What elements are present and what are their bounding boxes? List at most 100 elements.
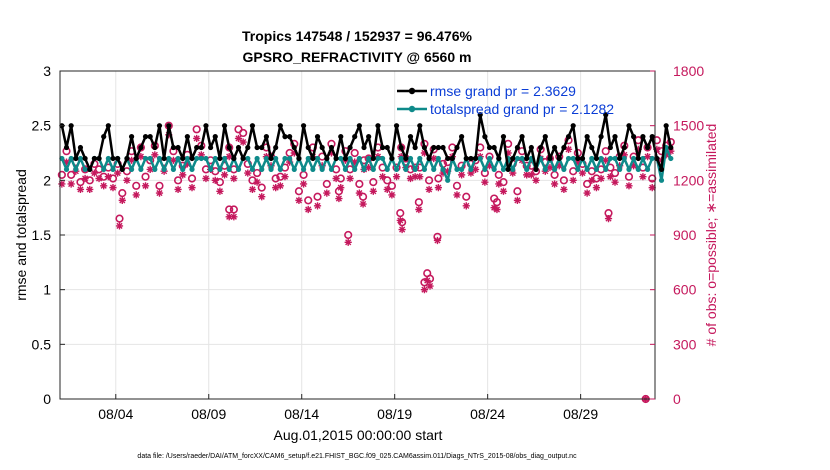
rmse-marker [180,155,186,162]
obs-assimilated-marker [523,171,531,179]
obs-possible-marker [624,172,634,181]
obs-assimilated-marker [299,180,308,188]
rmse-marker [203,123,209,129]
rmse-marker [356,123,362,129]
totalspread-marker [607,155,613,162]
obs-assimilated-marker [574,158,582,166]
totalspread-marker [519,155,525,162]
y-axis-left-label: rmse and totalspread [13,169,29,301]
obs-assimilated-marker [555,162,563,170]
totalspread-marker [356,155,362,162]
totalspread-marker [282,155,288,162]
obs-possible-marker [492,198,502,207]
y-left-tick-label: 1.5 [32,227,52,243]
y-right-tick-label: 0 [673,391,681,407]
y-left-tick-label: 1 [43,282,51,298]
obs-assimilated-marker [355,189,363,197]
rmse-marker [538,144,544,151]
rmse-marker [124,155,130,162]
totalspread-marker [226,166,232,172]
rmse-marker [463,155,469,162]
rmse-marker [133,155,139,162]
obs-assimilated-marker [118,196,126,204]
obs-assimilated-marker [653,145,661,153]
obs-possible-marker [313,192,322,201]
totalspread-marker [468,166,474,172]
y-left-tick-label: 2.5 [32,118,52,134]
totalspread-marker [635,166,641,172]
totalspread-marker [598,155,604,162]
obs-possible-marker [322,179,331,189]
obs-possible-marker [229,205,238,214]
rmse-marker [431,144,437,151]
totalspread-marker [445,177,451,183]
rmse-marker [101,134,107,140]
obs-assimilated-marker [225,153,233,161]
obs-assimilated-marker [258,193,266,201]
obs-assimilated-marker [90,169,98,177]
obs-assimilated-marker [667,147,675,155]
obs-assimilated-marker [174,185,182,194]
totalspread-marker [156,155,163,162]
obs-assimilated-marker [532,176,540,184]
obs-assimilated-marker [481,178,489,186]
rmse-marker [607,144,613,151]
rmse-marker [621,144,627,151]
obs-assimilated-marker [433,236,442,245]
totalspread-marker [142,155,149,162]
obs-assimilated-marker [499,187,508,195]
rmse-marker [282,134,288,140]
obs-assimilated-marker [313,202,322,210]
obs-possible-marker [304,196,313,205]
obs-assimilated-marker [327,149,336,157]
rmse-marker [561,144,567,151]
x-tick-label: 08/24 [470,406,505,422]
axis-ticks: 0 0.5 1 1.5 2 2.5 3 0 300 600 900 1200 1500 1800 08/04… [32,63,705,422]
rmse-marker [138,144,144,151]
obs-assimilated-marker [604,215,613,223]
rmse-marker [240,155,246,162]
obs-assimilated-marker [560,185,568,194]
rmse-marker [328,144,335,151]
obs-assimilated-marker [351,158,359,166]
totalspread-marker [561,166,567,172]
totalspread-marker [170,166,177,172]
totalspread-marker [640,155,646,162]
obs-assimilated-marker [625,182,633,190]
totalspread-marker [314,155,321,162]
rmse-marker [505,166,511,172]
obs-possible-marker [136,143,145,152]
obs-assimilated-marker [248,185,257,194]
rmse-marker [412,144,418,151]
totalspread-marker [291,166,297,172]
obs-possible-marker [350,148,359,158]
rmse-marker [361,144,367,151]
y-right-tick-label: 300 [673,336,697,352]
obs-assimilated-marker [634,145,642,153]
obs-assimilated-marker [602,156,610,164]
rmse-marker [533,166,539,172]
obs-possible-marker [271,174,280,183]
totalspread-marker [203,155,209,162]
rmse-marker [287,134,293,140]
rmse-marker [91,155,97,162]
legend-spread-label: totalspread grand pr = 2.1282 [430,101,614,117]
rmse-marker [593,155,600,162]
obs-assimilated-marker [115,222,124,230]
rmse-marker [189,155,195,162]
totalspread-marker [621,155,627,162]
obs-possible-marker [192,125,201,134]
rmse-marker [96,155,102,162]
y-left-tick-label: 0 [43,391,51,407]
x-tick-label: 08/14 [284,406,319,422]
totalspread-marker [221,155,228,162]
obs-assimilated-marker [202,174,210,183]
rmse-marker [73,155,79,162]
totalspread-marker [626,166,632,172]
x-axis-label: Aug.01,2015 00:00:00 start [274,427,443,443]
rmse-marker [477,112,483,118]
rmse-marker [598,134,604,140]
y-right-tick-label: 900 [673,227,697,243]
obs-assimilated-marker [643,153,652,161]
